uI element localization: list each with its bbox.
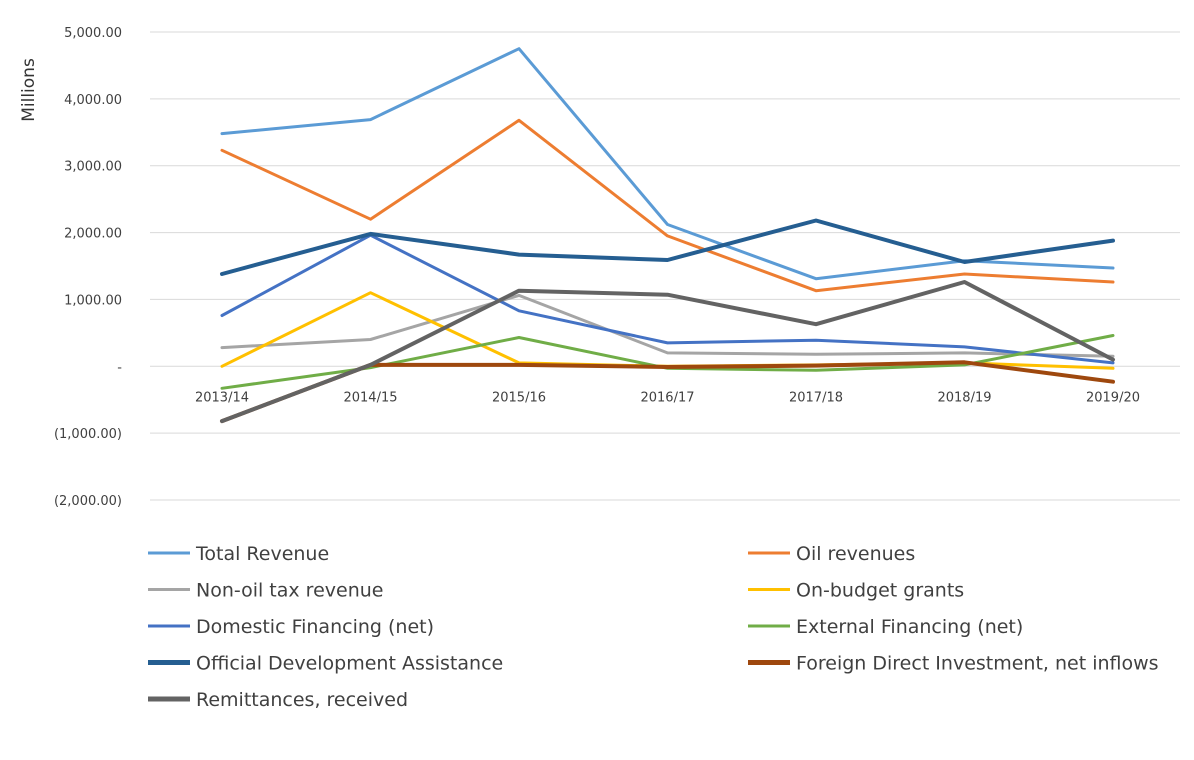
y-tick-label: 4,000.00 <box>64 93 122 108</box>
y-tick-label: (1,000.00) <box>54 427 122 442</box>
y-axis-ticks: 5,000.00 4,000.00 3,000.00 2,000.00 1,000.00… <box>54 26 122 509</box>
series-line-6 <box>220 218 1115 276</box>
x-tick-label: 2019/20 <box>1086 390 1140 405</box>
legend: Total Revenue Oil revenues Non-oil tax rev… <box>148 543 1159 711</box>
y-tick-label: 5,000.00 <box>64 26 122 41</box>
series-lines <box>220 47 1115 424</box>
series-line-3 <box>220 291 1115 370</box>
legend-label: Official Development Assistance <box>196 653 503 675</box>
x-tick-label: 2013/14 <box>195 390 249 405</box>
legend-label: Remittances, received <box>196 689 408 711</box>
y-tick-label: - <box>117 360 122 375</box>
legend-label: Oil revenues <box>796 543 915 565</box>
series-line-8 <box>220 280 1115 424</box>
legend-label: Total Revenue <box>195 543 329 565</box>
y-tick-label: (2,000.00) <box>54 494 122 509</box>
legend-label: Foreign Direct Investment, net inflows <box>796 653 1159 675</box>
y-tick-label: 3,000.00 <box>64 160 122 175</box>
series-line-1 <box>220 118 1115 293</box>
x-tick-label: 2014/15 <box>343 390 397 405</box>
legend-label: On-budget grants <box>796 580 964 602</box>
x-tick-label: 2016/17 <box>640 390 694 405</box>
legend-label: External Financing (net) <box>796 616 1023 638</box>
series-line-2 <box>220 293 1115 358</box>
y-axis-label: Millions <box>19 58 39 122</box>
legend-label: Non-oil tax revenue <box>196 580 383 602</box>
y-tick-label: 2,000.00 <box>64 227 122 242</box>
gridlines <box>150 31 1180 501</box>
x-tick-label: 2018/19 <box>937 390 991 405</box>
x-tick-label: 2017/18 <box>789 390 843 405</box>
y-tick-label: 1,000.00 <box>64 293 122 308</box>
x-tick-label: 2015/16 <box>492 390 546 405</box>
legend-label: Domestic Financing (net) <box>196 616 434 638</box>
x-axis-ticks: 2013/14 2014/15 2015/16 2016/17 2017/18 2018/… <box>195 390 1140 405</box>
